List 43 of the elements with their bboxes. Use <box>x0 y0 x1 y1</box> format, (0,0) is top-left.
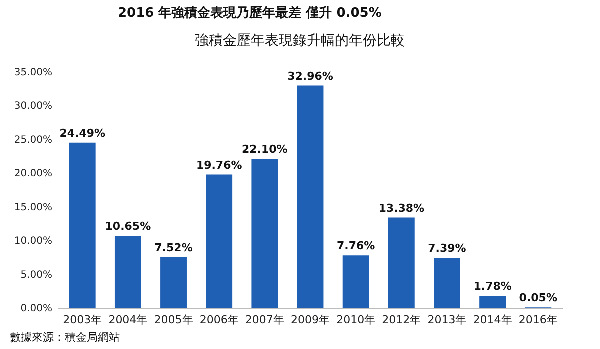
y-tick-label: 35.00% <box>14 68 52 78</box>
data-label: 32.96% <box>288 70 334 83</box>
bar <box>480 296 506 308</box>
x-tick-label: 2007年 <box>245 314 284 326</box>
x-tick-label: 2016年 <box>518 314 558 326</box>
data-label: 24.49% <box>60 126 106 140</box>
x-tick-label: 2013年 <box>428 314 467 326</box>
y-tick-label: 20.00% <box>14 168 52 180</box>
y-tick-label: 30.00% <box>14 101 52 112</box>
bar <box>434 258 460 308</box>
x-tick-label: 2006年 <box>200 314 239 326</box>
data-label: 13.38% <box>378 202 425 215</box>
x-tick-label: 2003年 <box>63 314 102 326</box>
bar <box>206 174 233 308</box>
bar <box>342 256 370 308</box>
data-label: 22.10% <box>242 142 288 156</box>
bar <box>252 158 278 308</box>
data-label: 7.76% <box>336 240 376 253</box>
y-tick-label: 10.00% <box>14 236 52 248</box>
text: 數據來源：積金局網站 <box>10 330 120 345</box>
data-label: 1.78% <box>474 280 512 293</box>
bar <box>114 236 142 308</box>
chart-title: 2016 年強積金表現乃歷年最差 僅升 0.05% <box>118 5 382 22</box>
x-tick-label: 2014年 <box>473 314 512 326</box>
data-label: 19.76% <box>196 158 242 172</box>
x-tick-label: 2010年 <box>336 314 376 326</box>
chart-subtitle: 強積金歷年表現錄升幅的年份比較 <box>194 32 406 50</box>
data-label: 7.39% <box>428 242 466 256</box>
bar <box>297 86 324 308</box>
data-label: 10.65% <box>105 220 152 234</box>
x-tick-label: 2005年 <box>154 314 194 326</box>
y-tick-label: 15.00% <box>14 202 52 214</box>
bar <box>388 218 415 308</box>
y-tick-label: 5.00% <box>20 270 52 281</box>
y-tick-label: 0.00% <box>20 304 52 314</box>
x-tick-label: 2012年 <box>382 314 422 326</box>
data-label: 0.05% <box>519 292 558 305</box>
y-tick-label: 25.00% <box>14 134 52 146</box>
x-tick-label: 2009年 <box>291 314 330 326</box>
bar <box>69 142 96 308</box>
bar <box>160 257 187 308</box>
x-tick-label: 2004年 <box>108 314 148 326</box>
data-label: 7.52% <box>154 241 193 254</box>
